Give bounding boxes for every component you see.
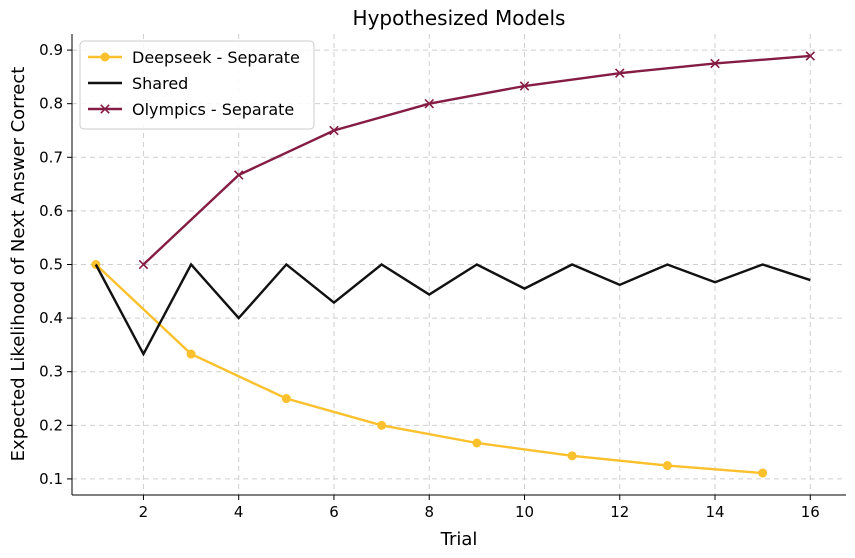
y-tick-label: 0.2 — [39, 416, 63, 434]
y-ticks: 0.1 0.2 0.3 0.4 0.5 0.6 0.7 0.8 0.9 — [39, 41, 72, 488]
data-point — [91, 260, 101, 269]
series-1 — [94, 262, 811, 357]
y-tick-label: 0.5 — [39, 256, 63, 274]
data-point — [758, 468, 768, 478]
data-point — [424, 98, 434, 109]
legend-item: Shared — [88, 74, 188, 93]
y-tick-label: 0.9 — [39, 41, 63, 59]
legend-label: Deepseek - Separate — [132, 48, 300, 67]
legend-box — [79, 40, 315, 130]
series-2 — [138, 51, 816, 270]
data-point — [233, 170, 244, 180]
x-tick-label: 2 — [139, 503, 149, 521]
x-tick-label: 12 — [610, 503, 629, 521]
series-line — [94, 263, 763, 475]
series-line — [94, 262, 811, 357]
data-point — [662, 461, 672, 471]
x-axis-label: Trial — [440, 529, 478, 550]
series-layer — [91, 51, 816, 478]
legend-marker — [100, 104, 110, 114]
x-tick-label: 16 — [801, 503, 820, 521]
data-point — [329, 125, 339, 136]
x-tick-label: 6 — [329, 503, 339, 521]
data-point — [519, 81, 530, 91]
data-point — [186, 349, 196, 359]
x-tick-label: 8 — [424, 503, 434, 521]
series-line — [142, 54, 811, 266]
y-tick-label: 0.1 — [39, 470, 63, 488]
x-ticks: 2 4 6 8 10 12 14 16 — [139, 495, 820, 521]
legend-label: Olympics - Separate — [132, 100, 294, 119]
data-point — [710, 58, 720, 69]
data-point — [281, 394, 291, 404]
data-point — [472, 438, 482, 448]
x-tick-label: 10 — [515, 503, 534, 521]
data-point — [377, 420, 387, 430]
y-tick-label: 0.8 — [39, 95, 63, 113]
data-point — [138, 259, 149, 270]
data-point — [567, 451, 577, 461]
legend-item: Deepseek - Separate — [88, 48, 300, 67]
y-axis-label: Expected Likelihood of Next Answer Corre… — [8, 67, 29, 462]
chart-title: Hypothesized Models — [353, 6, 566, 30]
legend-item: Olympics - Separate — [88, 100, 294, 119]
x-tick-label: 14 — [705, 503, 724, 521]
legend-marker — [100, 52, 110, 62]
y-tick-label: 0.6 — [39, 202, 63, 220]
x-tick-label: 4 — [234, 503, 244, 521]
y-tick-label: 0.4 — [39, 309, 63, 327]
legend-label: Shared — [132, 74, 188, 93]
legend: Deepseek - Separate Shared Olympics - Sepa… — [79, 40, 315, 130]
data-point — [805, 51, 816, 61]
y-tick-label: 0.3 — [39, 363, 63, 381]
data-point — [614, 68, 625, 78]
y-tick-label: 0.7 — [39, 148, 63, 166]
